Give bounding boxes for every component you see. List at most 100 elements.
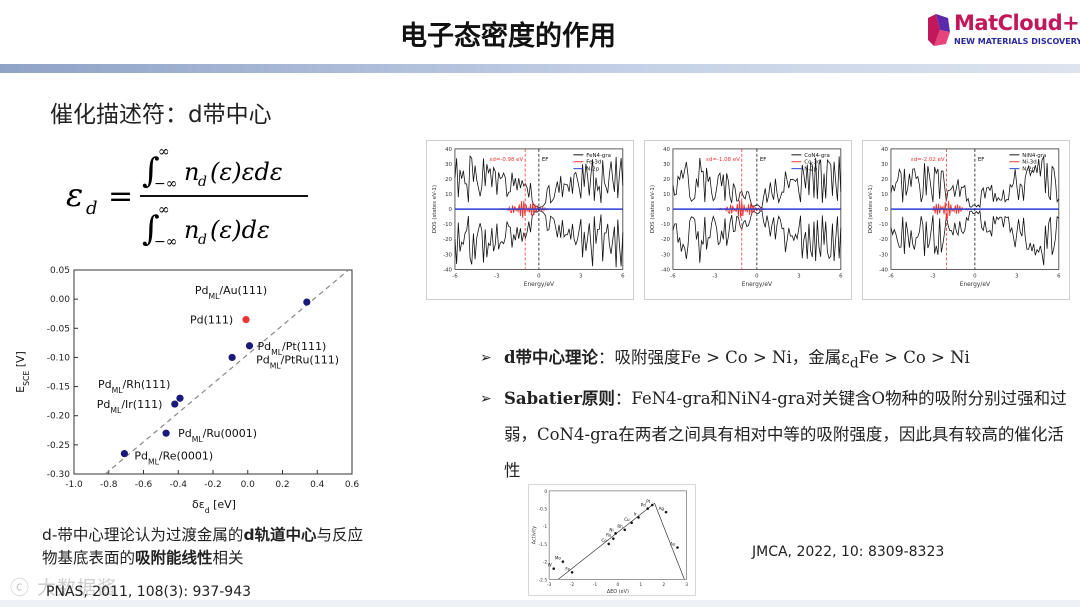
x-tick-label: 3 bbox=[579, 273, 583, 279]
y-tick-label: 40 bbox=[663, 147, 670, 153]
x-tick-label: 0 bbox=[616, 582, 619, 588]
caption-bold-1: d轨道中心 bbox=[243, 526, 317, 544]
logo-wordmark: MatCloud+ bbox=[954, 11, 1080, 35]
point-label: Pt bbox=[646, 499, 650, 504]
dband-center-annotation: εd=-1.08 eV bbox=[706, 157, 740, 163]
x-tick-label: -0.8 bbox=[100, 480, 118, 490]
y-tick-label: -10 bbox=[661, 222, 670, 228]
d-band-center-formula: ε d = ∫ ∞ −∞ n d (ε)εdε ∫ ∞ −∞ n d (ε)dε bbox=[66, 144, 308, 250]
formula-integral-bottom: ∫ bbox=[142, 209, 160, 249]
point-label: Co bbox=[601, 538, 607, 543]
point-label: PdML/Pt(111) bbox=[257, 340, 326, 357]
bullet-dband-theory: ➢ d带中心理论：吸附强度Fe > Co > Ni，金属εdFe > Co > N… bbox=[480, 340, 1070, 381]
y-axis-label: DOS (states eV-1) bbox=[868, 185, 874, 233]
y-tick-label: -40 bbox=[661, 267, 670, 273]
data-point bbox=[637, 516, 640, 519]
x-tick-label: -1.0 bbox=[65, 480, 83, 490]
legend-label: N-2p bbox=[1022, 167, 1035, 173]
y-tick-label: -40 bbox=[443, 267, 452, 273]
x-tick-label: -3 bbox=[494, 273, 500, 279]
x-tick-label: 6 bbox=[839, 273, 843, 279]
x-axis-label: δεd [eV] bbox=[192, 498, 236, 515]
left-caption: d-带中心理论认为过渡金属的d轨道中心与反应物基底表面的吸附能线性相关 bbox=[42, 524, 372, 570]
data-point bbox=[623, 528, 627, 532]
formula-nsub-bottom: d bbox=[198, 232, 207, 248]
y-tick-label: 10 bbox=[445, 192, 452, 198]
x-axis-label: Energy/eV bbox=[960, 282, 990, 288]
point-label: Au bbox=[670, 542, 676, 547]
y-tick-label: -10 bbox=[879, 222, 888, 228]
x-tick-label: -0.2 bbox=[204, 480, 222, 490]
x-tick-label: 3 bbox=[797, 273, 801, 279]
point-label: Ag bbox=[659, 506, 665, 511]
y-tick-label: -1.5 bbox=[539, 542, 548, 548]
y-tick-label: -30 bbox=[661, 252, 670, 258]
legend-label: Fe-3d bbox=[586, 160, 601, 166]
data-point bbox=[120, 450, 128, 458]
footer-strip bbox=[0, 600, 1080, 607]
y-tick-label: -0.20 bbox=[47, 412, 71, 422]
volcano-left-line bbox=[558, 502, 655, 580]
x-tick-label: 0 bbox=[537, 273, 541, 279]
x-tick-label: 0.4 bbox=[310, 480, 325, 490]
formula-bottom-rest: (ε)dε bbox=[210, 216, 270, 244]
bullet-arrow-icon: ➢ bbox=[480, 391, 492, 408]
total-dos-up-line bbox=[454, 155, 624, 209]
formula-top-rest: (ε)εdε bbox=[210, 158, 283, 186]
x-tick-label: 0.2 bbox=[275, 480, 289, 490]
data-point bbox=[552, 567, 556, 570]
y-tick-label: -0.15 bbox=[47, 383, 70, 393]
legend-label: N-2p bbox=[804, 167, 817, 173]
point-label: Ir bbox=[634, 511, 637, 516]
esce-vs-dband-scatter-chart: -1.0 -0.8 -0.6 -0.4 -0.2 0.0 0.2 0.4 0.6 0.05 0.00… bbox=[14, 266, 360, 515]
legend-label: Co-3d bbox=[804, 160, 820, 166]
caption-part-1: d-带中心理论认为过渡金属的 bbox=[42, 526, 244, 544]
trend-line bbox=[104, 269, 349, 475]
data-point bbox=[614, 532, 617, 535]
y-tick-label: 30 bbox=[881, 162, 888, 168]
point-label: Rh bbox=[617, 524, 623, 529]
y-tick-label: 20 bbox=[881, 177, 888, 183]
point-label: W bbox=[548, 563, 552, 568]
data-point bbox=[162, 429, 170, 437]
point-label: Pd bbox=[641, 503, 646, 508]
point-label: PdML/PtRu(111) bbox=[256, 353, 339, 370]
header-band bbox=[0, 64, 1080, 73]
point-label: Fe bbox=[565, 566, 570, 571]
x-tick-label: -2 bbox=[570, 582, 575, 588]
bullet-list: ➢ d带中心理论：吸附强度Fe > Co > Ni，金属εdFe > Co > N… bbox=[480, 340, 1070, 489]
formula-n-bottom: n bbox=[184, 216, 199, 244]
bullet-1-text: ：吸附强度Fe > Co > Ni，金属ε bbox=[598, 348, 850, 367]
y-tick-label: -20 bbox=[443, 237, 452, 243]
y-axis-label: DOS (states eV-1) bbox=[432, 185, 438, 233]
x-tick-label: 0.6 bbox=[345, 480, 360, 490]
y-tick-label: -40 bbox=[879, 267, 888, 273]
data-point bbox=[646, 507, 649, 510]
data-point bbox=[176, 394, 184, 402]
y-tick-label: 30 bbox=[663, 162, 670, 168]
x-tick-label: 3 bbox=[1015, 273, 1019, 279]
logo-tagline: NEW MATERIALS DISCOVERY bbox=[954, 37, 1080, 46]
x-tick-label: 1 bbox=[639, 582, 642, 588]
x-tick-label: 0.0 bbox=[241, 480, 256, 490]
y-tick-label: -30 bbox=[443, 252, 452, 258]
caption-part-2: 与反应物基底表面的 bbox=[42, 526, 364, 567]
fermi-level-label: EF bbox=[760, 157, 767, 163]
x-tick-label: -6 bbox=[670, 273, 676, 279]
legend-label: NiN4-gra bbox=[1022, 153, 1046, 159]
x-tick-label: -0.4 bbox=[169, 480, 187, 490]
x-tick-label: -3 bbox=[547, 582, 552, 588]
y-tick-label: -0.05 bbox=[47, 324, 70, 334]
x-tick-label: -3 bbox=[930, 273, 936, 279]
bullet-1-sub: d bbox=[849, 355, 859, 372]
y-tick-label: -20 bbox=[661, 237, 670, 243]
legend-label: CoN4-gra bbox=[804, 153, 830, 159]
formula-upper-bottom: ∞ bbox=[158, 202, 170, 218]
formula-nsub-top: d bbox=[198, 174, 207, 190]
fermi-level-label: EF bbox=[978, 157, 985, 163]
data-point bbox=[612, 537, 615, 540]
y-tick-label: -2.5 bbox=[539, 577, 548, 583]
point-label: PdML/Au(111) bbox=[195, 284, 267, 301]
point-label: PdML/Ir(111) bbox=[97, 398, 163, 415]
